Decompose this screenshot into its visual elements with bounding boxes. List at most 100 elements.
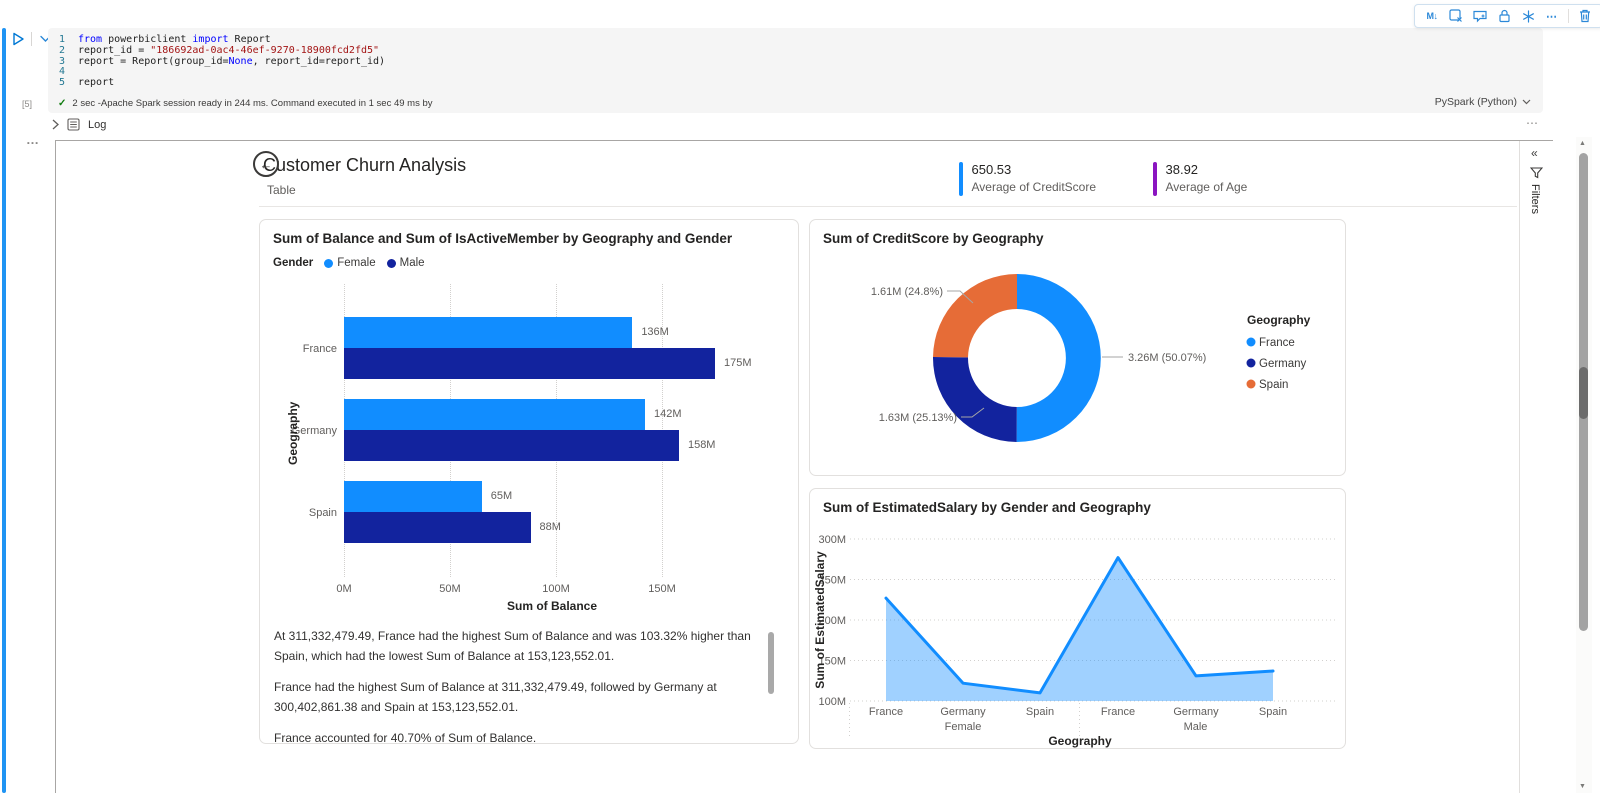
kernel-label: PySpark (Python) [1434, 96, 1517, 108]
expand-pane-icon[interactable]: « [1531, 146, 1538, 160]
svg-text:200M: 200M [818, 615, 846, 627]
filters-pane-collapsed: « Filters [1519, 141, 1553, 793]
bar-germany-male[interactable] [344, 430, 679, 461]
legend-dot-icon [1246, 337, 1256, 347]
log-more-options-icon[interactable]: ⋯ [1526, 116, 1539, 130]
kernel-selector[interactable]: PySpark (Python) [1435, 96, 1531, 108]
add-comment-icon[interactable] [1472, 8, 1488, 24]
legend-item: France [1259, 337, 1295, 349]
log-icon [67, 118, 80, 131]
chart-title: Sum of Balance and Sum of IsActiveMember… [273, 231, 733, 246]
scrollbar-thumb-inner[interactable] [1579, 367, 1588, 419]
execution-count: [5] [22, 99, 33, 109]
scroll-down-icon[interactable]: ▼ [1579, 783, 1586, 790]
svg-text:Male: Male [1184, 721, 1208, 733]
legend-title: Geography [1247, 313, 1311, 327]
report-page-name: Table [267, 183, 296, 197]
output-options-icon[interactable]: … [26, 132, 39, 147]
kpi-accent-bar [1153, 162, 1157, 196]
header-divider [259, 206, 1517, 207]
powerbi-report-frame: ← Customer Churn Analysis Table 650.53 A… [55, 140, 1553, 793]
cell-selection-indicator [2, 28, 6, 793]
bar-spain-male[interactable] [344, 512, 531, 543]
legend-item: Male [386, 257, 425, 269]
arrow-left-icon: ← [259, 156, 273, 172]
svg-text:Sum of EstimatedSalary: Sum of EstimatedSalary [813, 551, 827, 689]
divider [1568, 9, 1569, 23]
scroll-up-icon[interactable]: ▲ [1579, 140, 1586, 147]
chart-title: Sum of CreditScore by Geography [823, 231, 1044, 246]
cell-status-text: 2 sec -Apache Spark session ready in 244… [72, 98, 433, 109]
svg-text:150M: 150M [818, 656, 846, 668]
area-plot-area: 300M 250M 200M 150M 100M France Germany Spain Fr… [813, 534, 1337, 748]
donut-data-label: 1.63M (25.13%) [879, 412, 957, 424]
kpi-value: 650.53 [971, 162, 1012, 177]
svg-text:300M: 300M [818, 534, 846, 546]
report-title: Customer Churn Analysis [263, 155, 467, 175]
donut-slice-germany[interactable] [933, 356, 1017, 442]
legend-dot-icon [1246, 379, 1256, 389]
svg-text:Spain: Spain [1259, 706, 1287, 718]
donut-data-label: 1.61M (24.8%) [871, 286, 943, 298]
donut-chart-visual[interactable]: Sum of CreditScore by Geography 3.26M (5… [809, 219, 1346, 476]
donut-slice-france[interactable] [1016, 274, 1101, 443]
area-line [884, 556, 1275, 695]
chart-legend: Gender Female Male [273, 257, 425, 269]
legend-dot-icon [324, 258, 334, 268]
kpi-label: Average of CreditScore [971, 180, 1097, 194]
svg-text:France: France [869, 706, 903, 718]
convert-to-markdown-icon[interactable]: M↓ [1426, 11, 1439, 21]
chart-title: Sum of EstimatedSalary by Gender and Geo… [823, 500, 1151, 515]
back-button[interactable]: ← [253, 151, 279, 177]
legend-item: Female [324, 257, 376, 269]
kpi-accent-bar [959, 162, 963, 196]
legend-item: Spain [1259, 379, 1288, 391]
svg-text:Germany: Germany [940, 706, 986, 718]
svg-text:Geography: Geography [1048, 734, 1112, 748]
more-options-icon[interactable]: ⋯ [1546, 10, 1558, 23]
log-label: Log [88, 118, 107, 131]
bar-france-female[interactable] [344, 317, 633, 348]
divider [31, 32, 32, 46]
bar-france-male[interactable] [344, 348, 715, 379]
bar-chart-visual[interactable]: Sum of Balance and Sum of IsActiveMember… [259, 219, 799, 744]
svg-text:Germany: Germany [1173, 706, 1219, 718]
donut-data-label: 3.26M (50.07%) [1128, 352, 1206, 364]
delete-cell-icon[interactable] [1577, 8, 1593, 24]
chevron-right-icon [52, 119, 59, 130]
code-editor[interactable]: 1 from powerbiclient import Report 2 report… [58, 34, 386, 89]
narrative-scrollbar[interactable] [768, 632, 774, 694]
area-chart-visual[interactable]: Sum of EstimatedSalary by Gender and Geo… [809, 488, 1346, 749]
cell-toolbar: M↓ ⋯ [1414, 4, 1600, 28]
legend-dot-icon [1246, 358, 1256, 368]
svg-text:100M: 100M [818, 696, 846, 708]
run-cell-button[interactable] [10, 31, 26, 47]
chevron-down-icon [1522, 99, 1531, 105]
filter-icon [1530, 167, 1543, 179]
donut-plot-area: 3.26M (50.07%) 1.63M (25.13%) 1.61M (24.8%… [871, 274, 1311, 443]
kpi-label: Average of Age [1165, 180, 1248, 194]
kpi-card-creditscore: 650.53 Average of CreditScore [959, 162, 1096, 196]
svg-text:France: France [1101, 706, 1135, 718]
area-fill[interactable] [886, 557, 1273, 701]
cell-status-bar: ✓ 2 sec -Apache Spark session ready in 2… [58, 98, 433, 109]
bar-spain-female[interactable] [344, 481, 482, 512]
log-section-toggle[interactable]: Log [52, 118, 106, 131]
success-check-icon: ✓ [58, 98, 67, 109]
freeze-cell-icon[interactable] [1520, 8, 1536, 24]
kpi-card-age: 38.92 Average of Age [1153, 162, 1247, 196]
clear-output-icon[interactable] [1448, 8, 1464, 24]
code-cell[interactable]: 1 from powerbiclient import Report 2 report… [48, 28, 1543, 113]
svg-text:250M: 250M [818, 575, 846, 587]
legend-item: Germany [1259, 358, 1307, 370]
lock-cell-icon[interactable] [1496, 8, 1512, 24]
filters-pane-label: Filters [1529, 184, 1541, 214]
smart-narrative-text: At 311,332,479.49, France had the highes… [274, 629, 751, 744]
kpi-value: 38.92 [1165, 162, 1199, 177]
vertical-scrollbar[interactable]: ▲ ▼ [1576, 137, 1592, 793]
svg-text:Spain: Spain [1026, 706, 1054, 718]
bar-germany-female[interactable] [344, 399, 646, 430]
svg-text:Female: Female [945, 721, 982, 733]
donut-slice-spain[interactable] [933, 274, 1017, 358]
